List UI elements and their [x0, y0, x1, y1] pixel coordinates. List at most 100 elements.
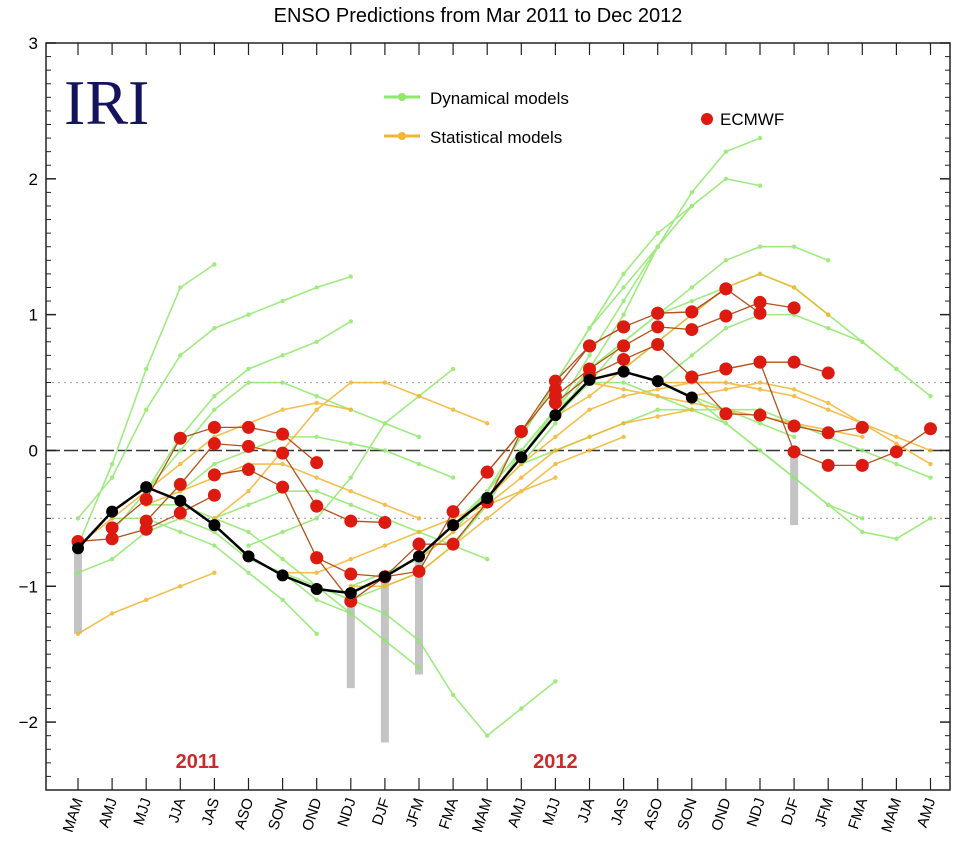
ecmwf-point — [685, 305, 699, 319]
dynamical-run-point — [587, 353, 592, 358]
statistical-run-point — [348, 407, 353, 412]
statistical-run-point — [314, 407, 319, 412]
dynamical-run-point — [621, 271, 626, 277]
ecmwf-point — [548, 396, 562, 410]
ecmwf-point — [583, 339, 596, 353]
x-tick-label: AMJ — [95, 796, 120, 830]
dynamical-run-point — [587, 326, 592, 331]
ecmwf-point — [821, 366, 835, 380]
dynamical-run-point — [348, 319, 353, 324]
ecmwf-point — [310, 551, 324, 565]
dynamical-run-point — [860, 516, 865, 521]
chart-title: ENSO Predictions from Mar 2011 to Dec 20… — [274, 5, 683, 27]
dynamical-run-point — [928, 393, 933, 399]
statistical-run-point — [689, 407, 694, 412]
observed-point — [651, 375, 664, 388]
observed-point — [344, 587, 357, 600]
statistical-run-point — [280, 461, 285, 467]
statistical-run-point — [894, 434, 899, 440]
dynamical-run-line — [111, 320, 352, 533]
statistical-run-point — [485, 516, 490, 521]
dynamical-run-point — [348, 274, 353, 279]
observed-point — [447, 519, 460, 532]
dynamical-run-point — [655, 230, 660, 236]
dynamical-run-point — [314, 393, 319, 399]
legend-statistical-icon — [384, 132, 420, 140]
ecmwf-point — [651, 306, 665, 320]
dynamical-run-point — [723, 176, 729, 182]
ecmwf-point — [412, 537, 426, 551]
statistical-run-point — [485, 421, 490, 426]
x-tick-label: JJA — [165, 796, 189, 825]
dynamical-run-point — [348, 502, 353, 507]
observed-point — [481, 491, 494, 504]
y-tick-label: 2 — [29, 170, 38, 189]
observed-point — [174, 494, 187, 507]
dynamical-run-point — [621, 312, 626, 317]
statistical-run-point — [757, 380, 763, 385]
dynamical-run-point — [144, 366, 149, 372]
ecmwf-point — [276, 446, 290, 460]
statistical-run-point — [757, 387, 763, 392]
dynamical-run-point — [450, 692, 456, 698]
observed-point — [72, 542, 84, 555]
ecmwf-point — [924, 422, 937, 436]
dynamical-run-point — [416, 434, 422, 440]
ecmwf-point — [242, 439, 255, 453]
statistical-run-point — [894, 441, 899, 446]
dynamical-run-point — [757, 244, 763, 249]
x-tick-label: DJF — [778, 796, 803, 827]
dynamical-run-point — [212, 407, 217, 412]
dynamical-run-point — [860, 529, 865, 535]
dynamical-run-point — [791, 244, 797, 249]
dynamical-run-point — [655, 244, 660, 249]
statistical-run-point — [553, 448, 558, 453]
dynamical-run-point — [280, 380, 285, 385]
ecmwf-point — [105, 521, 119, 535]
dynamical-run-point — [757, 135, 763, 141]
statistical-run-point — [621, 421, 626, 426]
x-tick-label: MAM — [469, 796, 496, 835]
dynamical-run-point — [723, 149, 729, 154]
statistical-run-point — [178, 584, 183, 589]
ecmwf-point — [787, 355, 801, 369]
ecmwf-point — [719, 407, 733, 421]
dynamical-run-point — [655, 407, 660, 412]
dynamical-run-point — [450, 366, 456, 372]
ecmwf-point — [685, 323, 699, 337]
statistical-run-point — [382, 584, 388, 589]
ecmwf-point — [753, 295, 767, 309]
legend-dynamical-label: Dynamical models — [430, 89, 569, 108]
ecmwf-point — [242, 462, 255, 476]
ecmwf-point — [207, 488, 221, 502]
dynamical-run-point — [314, 597, 319, 603]
dynamical-run-point — [519, 706, 524, 711]
dynamical-run-point — [757, 421, 763, 426]
ecmwf-point — [787, 419, 801, 433]
ecmwf-point — [719, 362, 733, 376]
statistical-run-point — [178, 461, 183, 467]
dynamical-run-point — [689, 285, 694, 290]
y-tick-label: −2 — [19, 713, 38, 732]
dynamical-run-point — [246, 543, 251, 548]
dynamical-run-point — [314, 489, 319, 494]
ecmwf-point — [617, 352, 631, 366]
legend-ecmwf-label: ECMWF — [720, 110, 784, 129]
ecmwf-point — [276, 427, 290, 441]
dynamical-run-point — [280, 353, 285, 358]
dynamical-run-point — [212, 262, 217, 267]
statistical-run-point — [757, 271, 763, 277]
ecmwf-point — [719, 282, 733, 296]
x-tick-label: JFM — [812, 796, 837, 829]
dynamical-run-point — [621, 285, 626, 290]
dynamical-run-point — [723, 326, 729, 331]
statistical-run-point — [723, 380, 729, 385]
x-tick-label: ASO — [641, 796, 667, 831]
x-tick-label: NDJ — [744, 796, 769, 829]
statistical-run-point — [314, 475, 319, 480]
ecmwf-point — [617, 320, 631, 334]
dynamical-run-point — [314, 285, 319, 290]
iri-logo: IRI — [64, 67, 149, 138]
statistical-run-point — [280, 407, 285, 412]
